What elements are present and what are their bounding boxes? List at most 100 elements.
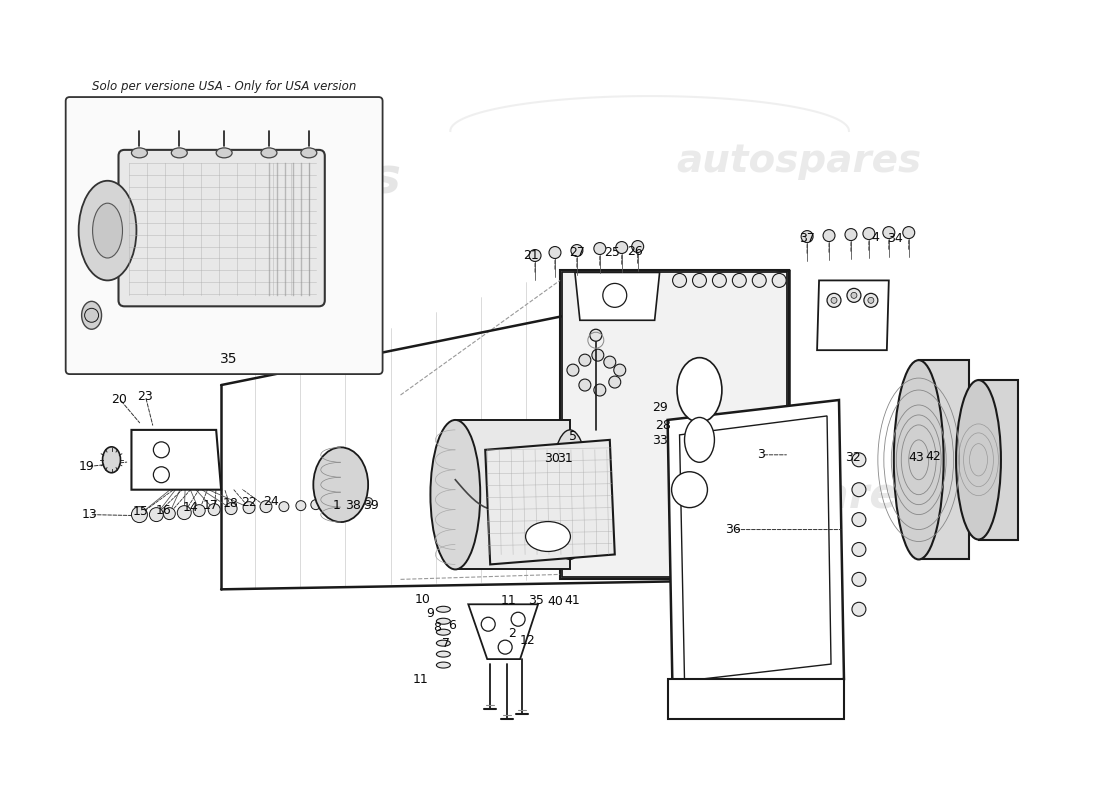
Text: 10: 10	[415, 593, 430, 606]
Ellipse shape	[217, 148, 232, 158]
Circle shape	[772, 274, 786, 287]
Text: 43: 43	[909, 451, 925, 464]
Text: 11: 11	[412, 673, 428, 686]
Ellipse shape	[437, 606, 450, 612]
Circle shape	[590, 330, 602, 342]
Circle shape	[594, 242, 606, 254]
Circle shape	[903, 226, 915, 238]
Circle shape	[608, 376, 620, 388]
Text: 9: 9	[427, 606, 434, 620]
Circle shape	[226, 502, 238, 514]
Text: 37: 37	[800, 232, 815, 245]
Circle shape	[177, 506, 191, 519]
Circle shape	[851, 453, 866, 466]
Text: 42: 42	[926, 450, 942, 463]
Polygon shape	[680, 416, 830, 681]
Polygon shape	[221, 270, 789, 385]
Circle shape	[851, 482, 866, 497]
Circle shape	[883, 226, 894, 238]
Circle shape	[616, 242, 628, 254]
Ellipse shape	[550, 430, 590, 559]
Text: 35: 35	[220, 352, 238, 366]
Circle shape	[243, 502, 255, 514]
Circle shape	[296, 501, 306, 510]
Circle shape	[851, 513, 866, 526]
Text: 27: 27	[569, 246, 585, 259]
Circle shape	[851, 572, 866, 586]
Circle shape	[847, 288, 861, 302]
Circle shape	[194, 505, 206, 517]
Circle shape	[868, 298, 873, 303]
Ellipse shape	[132, 148, 147, 158]
Circle shape	[845, 229, 857, 241]
Circle shape	[830, 298, 837, 303]
FancyBboxPatch shape	[66, 97, 383, 374]
Circle shape	[311, 500, 321, 510]
Ellipse shape	[684, 418, 714, 462]
Text: 5: 5	[569, 430, 576, 443]
Text: eurospares: eurospares	[85, 154, 401, 202]
Circle shape	[594, 384, 606, 396]
Ellipse shape	[437, 618, 450, 624]
Text: 13: 13	[81, 508, 98, 521]
Text: 11: 11	[500, 594, 516, 607]
Ellipse shape	[437, 651, 450, 657]
Ellipse shape	[956, 380, 1001, 539]
Text: 23: 23	[138, 390, 153, 402]
Text: autospares: autospares	[660, 474, 922, 517]
Circle shape	[851, 602, 866, 616]
Ellipse shape	[301, 148, 317, 158]
FancyBboxPatch shape	[119, 150, 324, 306]
Text: 16: 16	[155, 504, 172, 517]
Polygon shape	[455, 420, 570, 570]
Text: 29: 29	[651, 402, 668, 414]
Ellipse shape	[314, 447, 369, 522]
Polygon shape	[668, 679, 844, 719]
Circle shape	[631, 241, 644, 253]
Circle shape	[481, 618, 495, 631]
Circle shape	[571, 245, 583, 257]
Circle shape	[752, 274, 767, 287]
Circle shape	[348, 498, 358, 508]
Circle shape	[132, 506, 147, 522]
Text: 22: 22	[241, 496, 257, 509]
Text: 19: 19	[79, 460, 95, 474]
Text: 35: 35	[528, 594, 544, 607]
Text: 30: 30	[544, 452, 560, 466]
Text: 14: 14	[183, 501, 198, 514]
Circle shape	[733, 274, 746, 287]
Ellipse shape	[92, 203, 122, 258]
Text: 34: 34	[887, 232, 903, 245]
Circle shape	[279, 502, 289, 512]
Text: 25: 25	[604, 246, 619, 259]
Polygon shape	[469, 604, 538, 659]
Ellipse shape	[437, 640, 450, 646]
Polygon shape	[485, 440, 615, 565]
Circle shape	[693, 274, 706, 287]
Text: 17: 17	[202, 499, 218, 512]
Text: 32: 32	[845, 451, 861, 464]
Circle shape	[614, 364, 626, 376]
Text: 6: 6	[449, 618, 456, 632]
Text: 38: 38	[344, 499, 361, 512]
Circle shape	[604, 356, 616, 368]
Polygon shape	[918, 360, 968, 559]
Circle shape	[592, 349, 604, 361]
Circle shape	[801, 230, 813, 242]
Text: 3: 3	[757, 448, 766, 462]
Circle shape	[512, 612, 525, 626]
Ellipse shape	[526, 522, 571, 551]
Circle shape	[529, 250, 541, 262]
Circle shape	[672, 472, 707, 508]
Ellipse shape	[81, 302, 101, 330]
Text: 28: 28	[654, 419, 671, 433]
Polygon shape	[668, 400, 844, 694]
Ellipse shape	[172, 148, 187, 158]
Text: 26: 26	[627, 245, 642, 258]
Circle shape	[153, 466, 169, 482]
Circle shape	[260, 501, 272, 513]
Text: 31: 31	[557, 452, 573, 466]
Circle shape	[579, 379, 591, 391]
Text: 8: 8	[433, 621, 441, 634]
Circle shape	[208, 504, 220, 515]
